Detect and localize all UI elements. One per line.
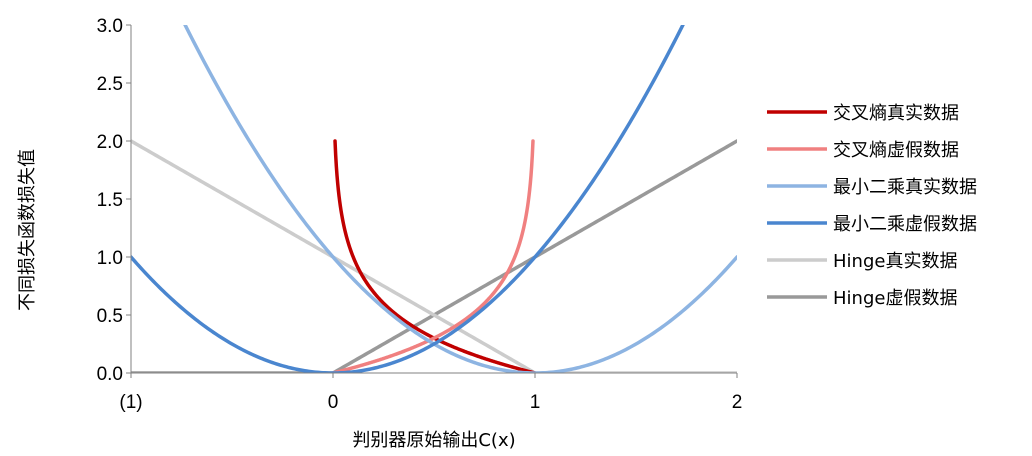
- x-tick-label: (1): [119, 392, 142, 413]
- x-tick-label: 2: [732, 392, 743, 413]
- axes-layer: [130, 25, 737, 374]
- legend-label-2: 交叉熵虚假数据: [833, 140, 959, 161]
- legend-label-3: 最小二乘真实数据: [833, 177, 977, 198]
- series-line-5: [131, 139, 737, 373]
- y-tick-label: 3.0: [97, 16, 123, 37]
- x-tick-label: 0: [328, 392, 339, 413]
- legend-label-4: 最小二乘虚假数据: [833, 214, 977, 235]
- y-tick-label: 1.0: [97, 248, 123, 269]
- ticks-layer: 0.0 0.5 1.0 1.5 2.0 2.5 3.0 (1) 0 1 2: [97, 16, 743, 413]
- legend-label-6: Hinge虚假数据: [833, 288, 957, 309]
- y-tick-label: 2.0: [97, 132, 123, 153]
- y-tick-label: 2.5: [97, 74, 123, 95]
- series-line-4: [131, 25, 685, 373]
- y-tick-label: 1.5: [97, 190, 123, 211]
- x-tick-label: 1: [530, 392, 541, 413]
- legend-label-1: 交叉熵真实数据: [833, 103, 959, 124]
- x-axis-title: 判别器原始输出C(x): [352, 430, 515, 451]
- series-line-3: [183, 25, 737, 373]
- series-line-2: [331, 139, 535, 373]
- series-layer: [131, 25, 737, 373]
- y-tick-label: 0.5: [97, 306, 123, 327]
- y-tick-label: 0.0: [97, 364, 123, 385]
- legend-label-5: Hinge真实数据: [833, 251, 957, 272]
- y-axis-title: 不同损失函数损失值: [17, 149, 38, 311]
